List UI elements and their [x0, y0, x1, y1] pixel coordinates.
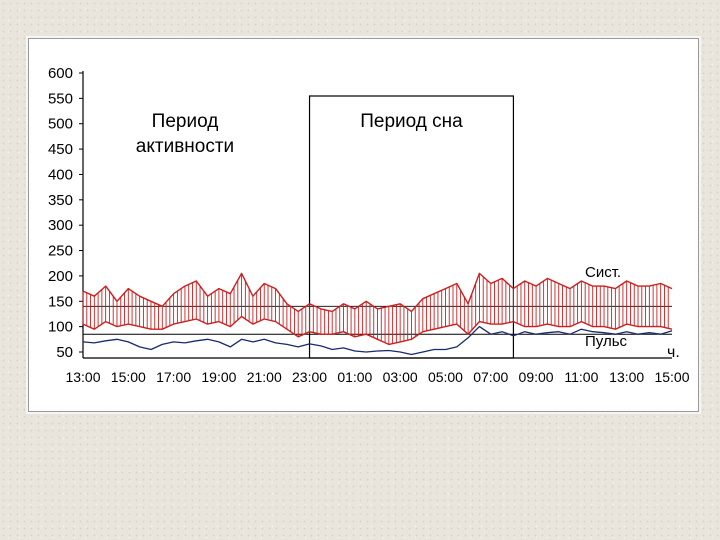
series-lines	[82, 272, 673, 356]
systolic-label: Сист.	[585, 264, 621, 281]
series-line-1	[82, 315, 673, 346]
pressure-band	[82, 273, 669, 345]
x-tick-label-13: 15:00	[654, 369, 689, 385]
y-tick-label-500: 500	[48, 116, 73, 133]
sleep-period-box	[308, 95, 515, 359]
x-tick-label-10: 09:00	[519, 369, 554, 385]
sleep-period-label: Период сна	[360, 111, 463, 132]
sleep-period	[308, 95, 515, 359]
pulse-label: Пульс	[585, 333, 628, 350]
y-tick-label-100: 100	[48, 319, 73, 336]
y-tick-label-400: 400	[48, 166, 73, 183]
annotations: Период активности Период сна Сист. Пульс…	[136, 111, 680, 361]
x-tick-label-8: 05:00	[428, 369, 463, 385]
x-tick-label-6: 01:00	[337, 369, 372, 385]
y-tick-label-250: 250	[48, 243, 73, 260]
y-tick-label-550: 550	[48, 90, 73, 107]
activity-period-label-line1: Период	[152, 111, 219, 132]
y-tick-label-450: 450	[48, 141, 73, 158]
activity-period-label-line2: активности	[136, 136, 234, 157]
x-axis-unit-label: ч.	[667, 344, 680, 361]
y-tick-label-50: 50	[56, 344, 73, 361]
x-tick-label-7: 03:00	[383, 369, 418, 385]
y-tick-label-300: 300	[48, 217, 73, 234]
x-tick-label-12: 13:00	[609, 369, 644, 385]
y-tick-label-350: 350	[48, 192, 73, 209]
x-tick-label-3: 19:00	[201, 369, 236, 385]
series-line-2	[82, 325, 673, 356]
x-tick-label-1: 15:00	[111, 369, 146, 385]
x-tick-label-9: 07:00	[473, 369, 508, 385]
y-tick-label-150: 150	[48, 293, 73, 310]
y-tick-label-200: 200	[48, 268, 73, 285]
x-tick-label-4: 21:00	[247, 369, 282, 385]
x-tick-label-2: 17:00	[156, 369, 191, 385]
chart-frame: 600 550 500 450 400 350 300 250 200 150 100 50 13:0…	[28, 38, 699, 412]
x-tick-label-0: 13:00	[65, 369, 100, 385]
x-tick-label-5: 23:00	[292, 369, 327, 385]
series-line-0	[82, 272, 673, 313]
y-axis: 600 550 500 450 400 350 300 250 200 150 100 50	[48, 65, 84, 361]
bp-chart: 600 550 500 450 400 350 300 250 200 150 100 50 13:0…	[48, 65, 690, 385]
x-tick-label-11: 11:00	[564, 369, 598, 385]
y-tick-label-600: 600	[48, 65, 73, 82]
x-axis: 13:00 15:00 17:00 19:00 21:00 23:00 01:00 03:00…	[65, 357, 690, 385]
